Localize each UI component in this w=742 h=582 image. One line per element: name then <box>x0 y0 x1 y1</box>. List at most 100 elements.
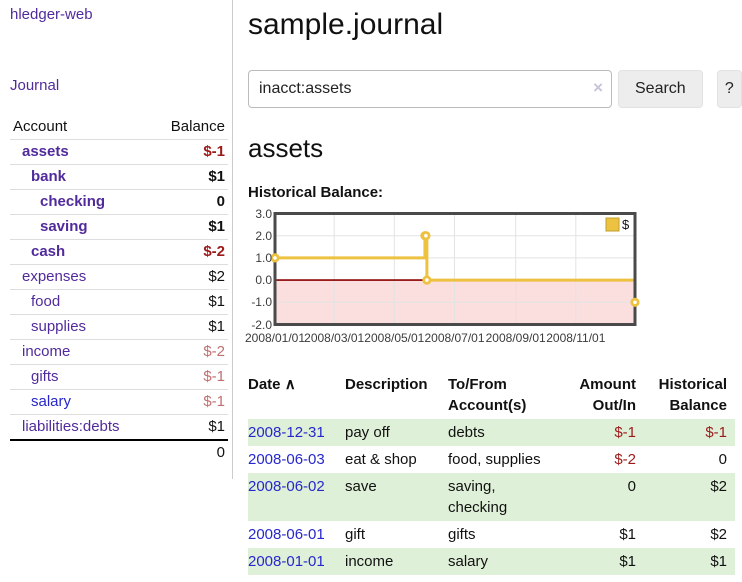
transaction-date-link[interactable]: 2008-12-31 <box>248 424 325 441</box>
accounts-total-value: 0 <box>152 439 228 465</box>
x-axis-tick-label: 2008/01/01 <box>244 331 306 345</box>
transactions-table: Date ∧ Description To/From Account(s) Am… <box>248 371 735 575</box>
x-axis-tick-label: 2008/11/01 <box>546 331 606 345</box>
legend-label: $ <box>622 217 630 232</box>
transaction-accounts: food, supplies <box>448 451 541 468</box>
y-axis-tick-label: -2.0 <box>251 317 272 332</box>
account-link[interactable]: expenses <box>22 268 87 285</box>
sidebar: hledger-web Journal Account Balance asse… <box>0 0 233 479</box>
account-row: supplies $1 <box>10 314 228 340</box>
column-header-amount: Amount Out/In <box>579 376 636 414</box>
account-row: income $-2 <box>10 339 228 365</box>
legend-swatch <box>605 217 620 232</box>
search-form: × Search ? <box>248 70 742 108</box>
y-axis-tick-label: 0.0 <box>255 273 272 288</box>
transaction-balance: $2 <box>710 478 727 495</box>
column-header-date[interactable]: Date ∧ <box>248 376 296 393</box>
transaction-balance: 0 <box>718 451 727 468</box>
transaction-balance: $-1 <box>705 424 727 441</box>
accounts-total-row: 0 <box>10 439 228 465</box>
transaction-row: 2008-06-02 save saving, checking 0 $2 <box>248 473 735 521</box>
help-button[interactable]: ? <box>716 70 742 108</box>
account-row: expenses $2 <box>10 264 228 290</box>
account-row: assets $-1 <box>10 139 228 165</box>
transaction-balance: $2 <box>710 526 727 543</box>
transaction-date-link[interactable]: 2008-06-03 <box>248 451 325 468</box>
transaction-row: 2008-06-03 eat & shop food, supplies $-2… <box>248 446 735 473</box>
account-link[interactable]: bank <box>31 168 67 185</box>
y-axis-tick-label: 1.0 <box>255 250 272 265</box>
transaction-description: pay off <box>345 424 390 441</box>
transaction-amount: $1 <box>619 526 636 543</box>
account-link[interactable]: income <box>22 343 71 360</box>
account-balance: $1 <box>152 214 228 240</box>
account-balance: $1 <box>152 164 228 190</box>
transaction-amount: $-1 <box>614 424 636 441</box>
account-balance: $-1 <box>152 364 228 390</box>
transaction-accounts: debts <box>448 424 485 441</box>
account-link[interactable]: supplies <box>31 318 87 335</box>
account-heading: assets <box>248 133 324 163</box>
account-link[interactable]: gifts <box>31 368 59 385</box>
chart-title: Historical Balance: <box>248 184 384 201</box>
account-row: gifts $-1 <box>10 364 228 390</box>
account-row: saving $1 <box>10 214 228 240</box>
account-balance: $1 <box>152 289 228 315</box>
accounts-table: Account Balance assets $-1 bank $1 check… <box>10 116 228 465</box>
account-row: bank $1 <box>10 164 228 190</box>
account-link[interactable]: liabilities:debts <box>22 418 120 435</box>
transaction-amount: $1 <box>619 553 636 570</box>
column-header-description: Description <box>345 376 428 393</box>
main-content: sample.journal × Search ? assets Histori… <box>233 0 742 575</box>
account-row: food $1 <box>10 289 228 315</box>
transaction-date-link[interactable]: 2008-06-01 <box>248 526 325 543</box>
search-input[interactable] <box>248 70 612 108</box>
account-link[interactable]: food <box>31 293 61 310</box>
transaction-description: save <box>345 478 377 495</box>
transaction-date-link[interactable]: 2008-06-02 <box>248 478 325 495</box>
sort-asc-icon: ∧ <box>284 376 296 393</box>
sidebar-item-journal[interactable]: Journal <box>10 77 60 94</box>
account-balance: $-2 <box>152 239 228 265</box>
search-button[interactable]: Search <box>618 70 703 108</box>
x-axis-tick-label: 2008/09/01 <box>485 331 546 345</box>
transaction-description: eat & shop <box>345 451 417 468</box>
y-axis-tick-label: -1.0 <box>251 295 272 310</box>
transaction-description: gift <box>345 526 366 543</box>
transaction-accounts: gifts <box>448 526 476 543</box>
account-balance: $2 <box>152 264 228 290</box>
account-balance: $-1 <box>152 389 228 415</box>
transaction-amount: 0 <box>627 478 636 495</box>
account-row: cash $-2 <box>10 239 228 265</box>
column-header-accounts: To/From Account(s) <box>448 376 527 414</box>
account-balance: 0 <box>152 189 228 215</box>
transaction-accounts: saving, checking <box>448 478 508 516</box>
account-row: checking 0 <box>10 189 228 215</box>
transaction-row: 2008-06-01 gift gifts $1 $2 <box>248 521 735 548</box>
account-link[interactable]: saving <box>40 218 88 235</box>
y-axis-tick-label: 2.0 <box>255 228 272 243</box>
account-link[interactable]: assets <box>22 143 69 160</box>
page-title: sample.journal <box>248 8 444 41</box>
account-balance: $-1 <box>152 139 228 165</box>
account-balance: $-2 <box>152 339 228 365</box>
account-row: salary $-1 <box>10 389 228 415</box>
transaction-date-link[interactable]: 2008-01-01 <box>248 553 325 570</box>
account-link[interactable]: checking <box>40 193 106 210</box>
account-balance: $1 <box>152 314 228 340</box>
historical-balance-chart: $3.0 2.0 1.0 0.0 -1.0 -2.0 2008/01/01 2008/03/0… <box>244 206 648 349</box>
clear-search-icon[interactable]: × <box>593 78 603 97</box>
account-link[interactable]: salary <box>31 393 72 410</box>
x-axis-tick-label: 2008/07/01 <box>424 331 485 345</box>
transaction-amount: $-2 <box>614 451 636 468</box>
transaction-balance: $1 <box>710 553 727 570</box>
search-input-wrapper: × <box>248 70 612 108</box>
y-axis-tick-label: 3.0 <box>255 206 272 221</box>
account-link[interactable]: cash <box>31 243 66 260</box>
chart-plot: $ <box>270 212 640 326</box>
transaction-accounts: salary <box>448 553 489 570</box>
brand-link[interactable]: hledger-web <box>10 6 93 23</box>
accounts-header-account: Account <box>13 118 68 135</box>
column-header-balance: Historical Balance <box>658 376 727 414</box>
